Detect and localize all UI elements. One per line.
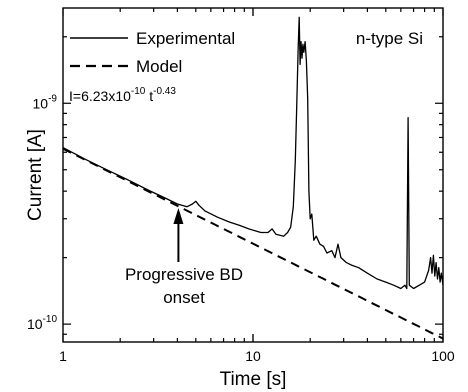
onset-arrow-head <box>173 207 184 224</box>
fit-formula: I=6.23x10-10 t-0.43 <box>69 86 176 104</box>
y-tick-label: 10-10 <box>27 314 57 332</box>
plot-frame <box>62 7 444 343</box>
series-experimental-line <box>62 16 444 290</box>
x-tick-label: 1 <box>59 348 67 364</box>
y-axis-title: Current [A] <box>25 129 46 221</box>
sample-label: n-type Si <box>356 29 423 48</box>
legend-label-model: Model <box>136 57 182 76</box>
axis-ticks <box>62 8 444 342</box>
x-tick-label: 10 <box>245 348 261 364</box>
x-axis-title: Time [s] <box>220 369 287 390</box>
legend: Experimental Model <box>70 29 235 76</box>
tick-labels: 1 10 100 10-10 10-9 <box>27 93 455 364</box>
series-model-line <box>62 147 444 340</box>
onset-label-line2: onset <box>163 288 205 307</box>
legend-label-experimental: Experimental <box>136 29 235 48</box>
x-tick-label: 100 <box>431 348 455 364</box>
y-tick-label: 10-9 <box>33 93 58 111</box>
onset-label-line1: Progressive BD <box>125 265 243 284</box>
